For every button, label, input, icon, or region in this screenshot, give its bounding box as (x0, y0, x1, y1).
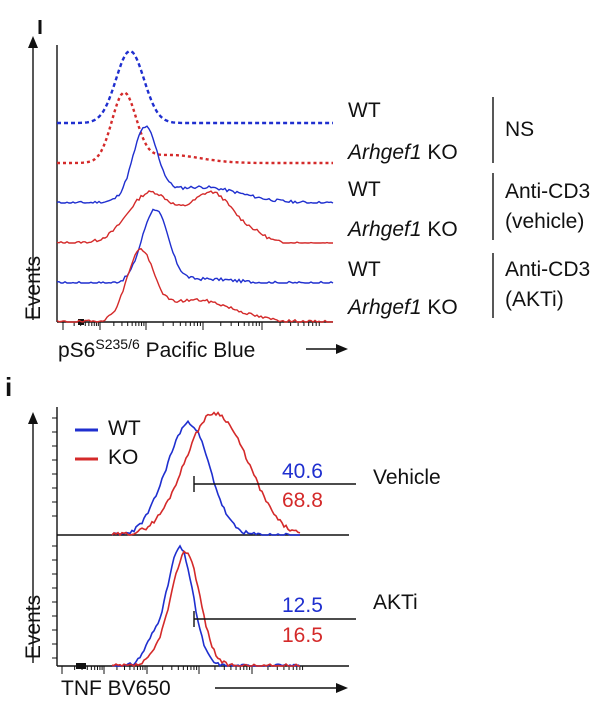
group-label-akti-1: Anti-CD3 (505, 258, 591, 281)
top-y-axis-label: Events (22, 255, 45, 321)
x-label-rest: Pacific Blue (139, 339, 256, 362)
top-y-arrow-head (28, 36, 38, 48)
ko-suffix: KO (421, 141, 458, 164)
tnf-histogram-3 (111, 550, 300, 668)
bottom-x-arrow-head (336, 683, 348, 693)
group-label-akti-2: (AKTi) (505, 288, 564, 311)
tnf-histogram-0 (111, 419, 301, 536)
x-label-sup: S235/6 (95, 336, 140, 352)
histogram-0 (57, 50, 333, 125)
histogram-5 (56, 247, 334, 323)
row-label-wt-ns: WT (348, 99, 381, 122)
condition-akti: AKTi (373, 591, 418, 614)
row-label-ko-ns: Arhgef1 KO (348, 141, 458, 165)
x-label-main: pS6 (58, 339, 96, 362)
bottom-histograms (111, 411, 301, 668)
histogram-4 (56, 208, 334, 284)
gene-name: Arhgef1 (348, 141, 422, 164)
top-x-arrow-head (336, 344, 348, 354)
bottom-ticks (52, 417, 304, 674)
bottom-y-axis-label: Events (22, 594, 45, 660)
row-label-ko-vehicle: Arhgef1 KO (348, 218, 458, 242)
row-label-wt-vehicle: WT (348, 178, 381, 201)
tnf-histogram-2 (111, 544, 301, 668)
top-x-axis-label: pS6S235/6 Pacific Blue (58, 336, 255, 363)
tnf-histogram-1 (111, 411, 301, 537)
condition-vehicle: Vehicle (373, 466, 441, 489)
vehicle-ko-percent: 68.8 (282, 489, 323, 512)
group-label-ns: NS (505, 118, 535, 141)
ko-suffix: KO (421, 296, 458, 319)
akti-ko-percent: 16.5 (282, 624, 323, 647)
top-x-ticks (62, 319, 320, 330)
histogram-1 (57, 91, 333, 165)
gene-name: Arhgef1 (348, 218, 422, 241)
legend-ko-label: KO (108, 446, 139, 469)
histogram-3 (56, 190, 333, 244)
gene-name: Arhgef1 (348, 296, 422, 319)
akti-wt-percent: 12.5 (282, 594, 323, 617)
panel-letter-i: i (5, 372, 13, 402)
vehicle-wt-percent: 40.6 (282, 460, 323, 483)
group-label-vehicle-1: Anti-CD3 (505, 180, 591, 203)
row-label-ko-akti: Arhgef1 KO (348, 296, 458, 320)
bottom-x-axis-label: TNF BV650 (61, 677, 171, 700)
ko-suffix: KO (421, 218, 458, 241)
group-label-vehicle-2: (vehicle) (505, 210, 585, 233)
top-histograms (56, 50, 334, 323)
histogram-2 (56, 125, 334, 205)
legend-wt-label: WT (108, 417, 141, 440)
row-label-wt-akti: WT (348, 258, 381, 281)
bottom-y-arrow-head (28, 412, 38, 424)
